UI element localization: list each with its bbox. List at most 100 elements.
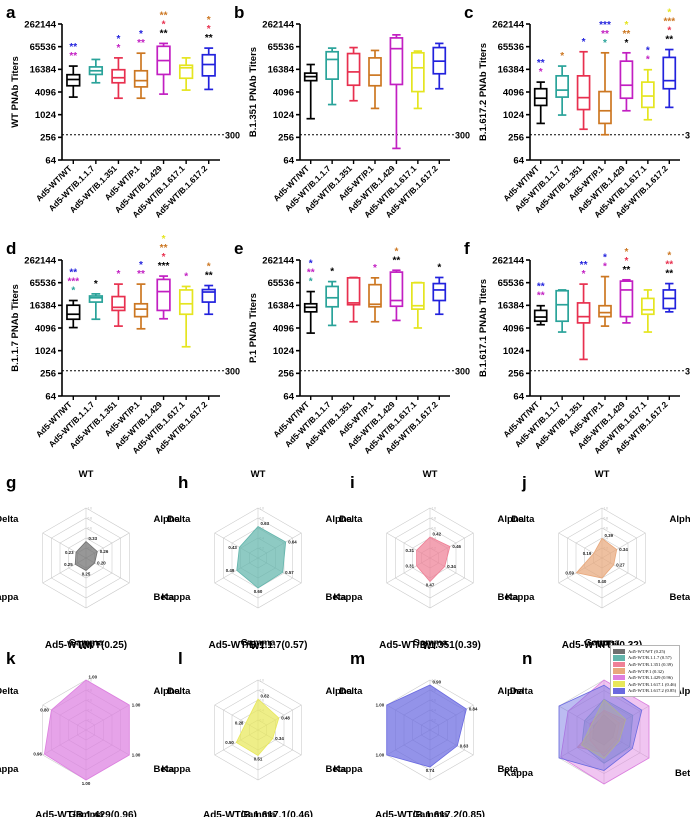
radar-axis-label-beta: Beta [326, 764, 347, 775]
radar-axis-label-gamma: Gamma [69, 810, 105, 817]
radar-ring-label: 0.6 [432, 527, 437, 531]
legend-swatch [613, 674, 625, 681]
series-legend: Ad5-WT/WT (0.25) Ad5-WT/B.1.1.7 (0.57) Ad5… [610, 645, 681, 698]
radar-axis-label-delta: Delta [339, 514, 363, 525]
panel-h: h 1.00.80.60.40.2WTAlphaBetaGammaKappaDe… [161, 469, 352, 651]
y-tick-label: 64 [513, 391, 524, 402]
legend-item: Ad5-WT/P.1 (0.32) [613, 668, 676, 675]
radar-axis-label-alpha: Alpha [670, 514, 690, 525]
radar-value-label: 0.33 [89, 536, 98, 541]
radar-axis-label-kappa: Kappa [333, 764, 363, 775]
radar-value-label: 0.23 [65, 550, 74, 555]
y-tick-label: 1024 [503, 346, 525, 357]
radar-axis-label-alpha: Alpha [154, 514, 181, 525]
radar-series [560, 679, 650, 785]
y-tick-label: 262144 [262, 19, 294, 30]
legend-item: Ad5-WT/B.1.617.2 (0.85) [613, 688, 676, 695]
significance-marker: * [624, 20, 628, 31]
box-group [346, 276, 361, 323]
y-tick-label: 256 [40, 369, 56, 380]
radar-value-label: 0.47 [426, 583, 435, 588]
significance-marker: ** [69, 268, 77, 279]
radar-value-label: 0.51 [254, 757, 263, 762]
panel-f: f 262144 65536 16384 4096 1024 256 64 B.1.617.1… [458, 236, 690, 468]
panel-l: l 1.00.80.60.40.2WTAlphaBetaGammaKappaDe… [161, 641, 352, 817]
lod-label: 300 [225, 130, 240, 140]
radar-axis-label-wt: WT [423, 469, 438, 480]
significance-marker: * [116, 34, 120, 45]
radar-series [575, 537, 618, 579]
significance-marker: ** [69, 51, 77, 62]
radar-axis-label-gamma: Gamma [241, 638, 277, 649]
y-tick-label: 16384 [268, 301, 295, 312]
significance-marker: * [582, 269, 586, 280]
radar-value-label: 0.19 [583, 551, 592, 556]
radar-value-label: 1.00 [132, 753, 141, 758]
y-tick-label: 4096 [503, 87, 524, 98]
radar-axis-label-alpha: Alpha [498, 686, 525, 697]
panel-m: m 1.00.80.60.40.2WTAlphaBetaGammaKappaDe… [333, 641, 524, 817]
significance-marker: ** [160, 243, 168, 254]
significance-marker: * [539, 67, 543, 78]
radar-axis-label-delta: Delta [510, 686, 534, 697]
y-tick-label: 4096 [503, 323, 524, 334]
box-group [111, 283, 126, 327]
significance-marker: * [603, 38, 607, 49]
legend-label: Ad5-WT/B.1.351 (0.39) [628, 661, 673, 667]
radar-value-label: 0.20 [97, 561, 106, 566]
significance-marker: * [603, 262, 607, 273]
radar-value-label: 0.25 [64, 562, 73, 567]
radar-ring-label: 0.8 [604, 517, 609, 521]
significance-marker: * [667, 8, 671, 19]
radar-ring-label: 0.6 [604, 527, 609, 531]
box-group [432, 42, 447, 90]
radar-caption: Ad5-WT/P.1(0.32) [562, 640, 642, 651]
significance-marker: ** [537, 282, 545, 293]
legend-label: Ad5-WT/B.1.617.1 (0.46) [628, 681, 677, 687]
radar-series [74, 540, 98, 571]
radar-g: 1.00.80.60.40.2WTAlphaBetaGammaKappaDelt… [0, 469, 181, 651]
radar-axis-label-wt: WT [251, 469, 266, 480]
panel-letter-m: m [350, 649, 366, 668]
radar-value-label: 0.62 [261, 694, 270, 699]
radar-value-label: 0.63 [460, 743, 469, 748]
panel-letter-l: l [178, 649, 183, 668]
y-axis-label: B.1.351 PNAb Titers [248, 47, 259, 137]
significance-marker: * [162, 252, 166, 263]
y-axis-label: B.1.617.2 PNAb Titers [478, 43, 489, 141]
radar-value-label: 0.25 [82, 572, 91, 577]
box-group [533, 81, 548, 125]
radar-ring-label: 1.0 [604, 507, 609, 511]
y-tick-label: 64 [45, 155, 56, 166]
significance-marker: * [71, 286, 75, 297]
significance-marker: * [207, 262, 211, 273]
significance-marker: ** [160, 10, 168, 21]
radar-value-label: 0.50 [225, 740, 234, 745]
box-group [619, 51, 634, 112]
significance-marker: ** [205, 33, 213, 44]
significance-marker: * [624, 38, 628, 49]
box-group [389, 269, 404, 322]
radar-value-label: 0.64 [288, 540, 297, 545]
radar-series [558, 684, 643, 771]
y-tick-label: 65536 [498, 42, 524, 53]
box-group [111, 57, 126, 100]
significance-marker: *** [663, 17, 675, 28]
radar-axis-label-gamma: Gamma [69, 638, 105, 649]
radar-value-label: 0.28 [235, 721, 244, 726]
box-group [555, 289, 569, 333]
box-group [66, 299, 81, 329]
radar-value-label: 0.26 [100, 549, 109, 554]
radar-axis-label-delta: Delta [0, 514, 19, 525]
box-group [576, 283, 591, 361]
radar-l: 1.00.80.60.40.2WTAlphaBetaGammaKappaDelt… [161, 641, 352, 817]
significance-marker: ** [69, 42, 77, 53]
panel-n: n WTAlphaBetaGammaKappaDeltaOVERALLOVERA… [504, 639, 690, 817]
panel-a: a 262144 65536 16384 4096 1024 256 64 WT PNAb T… [0, 0, 240, 232]
radar-value-label: 0.34 [275, 736, 284, 741]
significance-marker: ** [665, 269, 673, 280]
panel-d: d 262144 65536 16384 4096 1024 256 64 B.1.1.7 P… [0, 234, 240, 468]
radar-axis-label-delta: Delta [0, 686, 19, 697]
significance-marker: ** [665, 260, 673, 271]
box-group [662, 282, 677, 313]
